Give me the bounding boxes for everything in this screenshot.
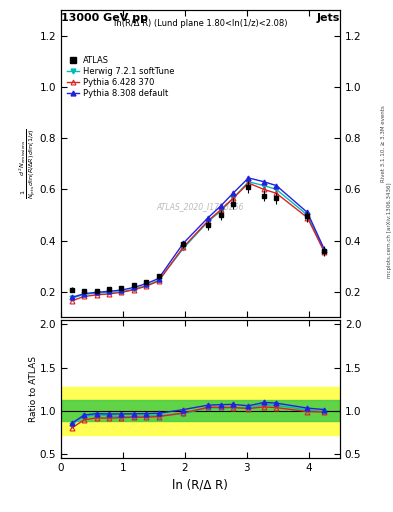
Y-axis label: $\frac{1}{N_\mathrm{jets}}\frac{d^2 N_\mathrm{emissions}}{d\ln(R/\Delta R)\,d\ln: $\frac{1}{N_\mathrm{jets}}\frac{d^2 N_\m… — [17, 129, 38, 199]
X-axis label: ln (R/Δ R): ln (R/Δ R) — [173, 479, 228, 492]
Text: 13000 GeV pp: 13000 GeV pp — [61, 13, 148, 23]
Text: Rivet 3.1.10, ≥ 3.3M events: Rivet 3.1.10, ≥ 3.3M events — [381, 105, 386, 182]
Text: Jets: Jets — [317, 13, 340, 23]
Text: mcplots.cern.ch [arXiv:1306.3436]: mcplots.cern.ch [arXiv:1306.3436] — [387, 183, 392, 278]
Legend: ATLAS, Herwig 7.2.1 softTune, Pythia 6.428 370, Pythia 8.308 default: ATLAS, Herwig 7.2.1 softTune, Pythia 6.4… — [65, 54, 176, 100]
Y-axis label: Ratio to ATLAS: Ratio to ATLAS — [29, 356, 38, 422]
Text: ln(R/Δ R) (Lund plane 1.80<ln(1/z)<2.08): ln(R/Δ R) (Lund plane 1.80<ln(1/z)<2.08) — [114, 19, 287, 29]
Text: ATLAS_2020_I1790256: ATLAS_2020_I1790256 — [157, 202, 244, 211]
